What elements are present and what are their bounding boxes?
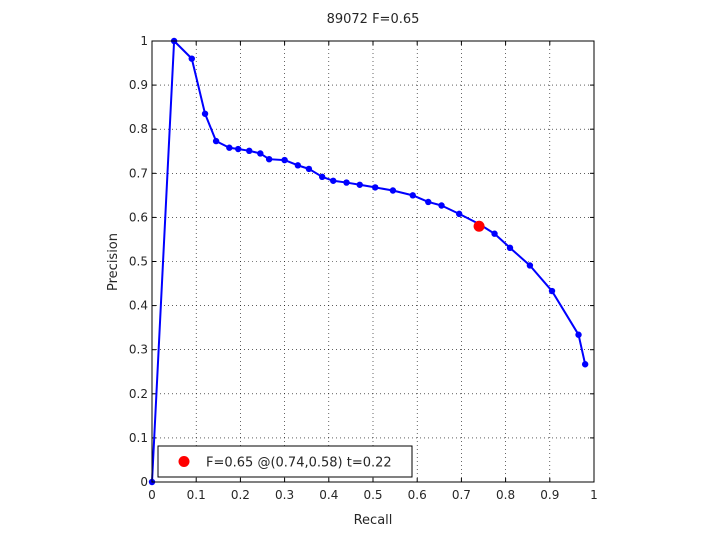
y-tick-label: 0.9 — [129, 78, 148, 92]
data-point — [257, 150, 264, 157]
y-tick-label: 0.3 — [129, 343, 148, 357]
data-point — [188, 55, 195, 62]
data-point — [409, 192, 416, 199]
plot-frame — [151, 40, 595, 483]
y-tick-label: 0 — [140, 475, 148, 489]
x-tick-label: 0.6 — [408, 488, 427, 502]
y-tick-label: 0.5 — [129, 255, 148, 269]
x-tick-label: 0.4 — [319, 488, 338, 502]
y-tick-label: 0.2 — [129, 387, 148, 401]
legend-label: F=0.65 @(0.74,0.58) t=0.22 — [206, 456, 392, 471]
data-point — [575, 331, 582, 338]
data-point — [226, 144, 233, 151]
data-point — [246, 147, 253, 155]
series-layer — [148, 37, 589, 486]
data-point — [548, 287, 556, 295]
data-point — [294, 162, 302, 169]
x-tick-label: 0.2 — [231, 488, 250, 502]
x-tick-label: 0.5 — [363, 488, 382, 502]
data-point — [425, 198, 432, 206]
data-point — [318, 173, 326, 181]
x-tick-label: 0.9 — [540, 488, 559, 502]
x-axis-label: Recall — [354, 513, 393, 528]
data-point — [201, 110, 209, 117]
data-point — [526, 262, 534, 269]
y-axis-label: Precision — [106, 233, 121, 291]
legend-box — [157, 445, 413, 478]
axis-ticks: 0 0.1 0.2 0.3 0.4 0.5 0.6 0.7 0.8 0.9 1 0 0.1 0.2 0.3 0… — [129, 34, 598, 502]
y-tick-label: 1 — [140, 34, 148, 48]
x-tick-label: 0.1 — [187, 488, 206, 502]
legend-marker — [178, 456, 190, 467]
data-point — [491, 230, 498, 237]
x-tick-label: 0 — [148, 488, 156, 502]
best-f-point — [473, 220, 485, 232]
data-point — [265, 155, 273, 163]
x-tick-label: 0.8 — [496, 488, 515, 502]
y-tick-label: 0.4 — [129, 299, 148, 313]
x-tick-label: 0.3 — [275, 488, 294, 502]
chart-title: 89072 F=0.65 — [327, 12, 420, 27]
y-tick-label: 0.8 — [129, 122, 148, 136]
data-point — [234, 145, 242, 153]
data-point — [581, 361, 589, 368]
data-point — [281, 156, 288, 164]
y-tick-label: 0.1 — [129, 431, 148, 445]
data-point — [356, 181, 363, 188]
data-point — [343, 179, 350, 186]
data-point — [305, 165, 313, 173]
data-point — [389, 187, 397, 194]
legend: F=0.65 @(0.74,0.58) t=0.22 — [157, 445, 413, 478]
data-point — [455, 210, 463, 218]
data-point — [212, 137, 220, 145]
x-tick-label: 1 — [590, 488, 598, 502]
data-point — [438, 202, 445, 209]
data-point — [506, 244, 514, 252]
x-tick-label: 0.7 — [452, 488, 471, 502]
data-point — [372, 184, 379, 191]
y-tick-label: 0.7 — [129, 166, 148, 180]
y-tick-label: 0.6 — [129, 210, 148, 224]
data-point — [330, 177, 337, 184]
